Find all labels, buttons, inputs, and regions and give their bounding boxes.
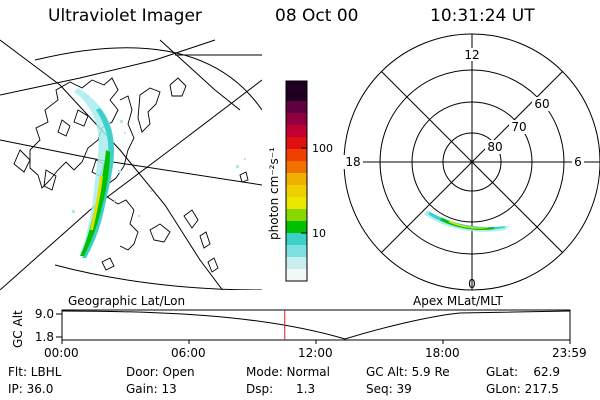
status-flt: Flt: LBHL bbox=[8, 365, 62, 379]
colorbar-segment bbox=[286, 173, 307, 185]
colorbar-segment bbox=[286, 245, 307, 257]
colorbar-segment bbox=[286, 269, 307, 281]
timeline-ytick-1.8: 1.8 bbox=[35, 330, 54, 344]
status-glon: GLon: 217.5 bbox=[486, 382, 559, 396]
lat-label-70: 70 bbox=[511, 120, 526, 134]
status-glat: GLat: 62.9 bbox=[486, 365, 561, 379]
timeline-xtick: 06:00 bbox=[171, 346, 206, 360]
time-label: 10:31:24 UT bbox=[430, 6, 535, 26]
mlt-label-12: 12 bbox=[464, 48, 479, 62]
status-seq: Seq: 39 bbox=[366, 382, 412, 396]
mlt-label-0: 0 bbox=[468, 277, 476, 291]
colorbar-segment bbox=[286, 81, 307, 101]
status-gain: Gain: 13 bbox=[126, 382, 177, 396]
lat-label-60: 60 bbox=[534, 97, 549, 111]
colorbar-segment bbox=[286, 209, 307, 221]
status-dsp: Dsp: 1.3 bbox=[246, 382, 316, 396]
colorbar-tick-10: 10 bbox=[312, 227, 326, 240]
status-door: Door: Open bbox=[126, 365, 195, 379]
colorbar-unit-label: photon cm⁻²s⁻¹ bbox=[267, 147, 281, 240]
aurora-emission-geo bbox=[72, 88, 246, 258]
colorbar-segment bbox=[286, 161, 307, 173]
colorbar-segment bbox=[286, 101, 307, 113]
gc-alt-curve bbox=[61, 310, 571, 340]
colorbar-segment bbox=[286, 257, 307, 269]
polar-plot: 12 18 6 0 60 70 80 bbox=[343, 33, 600, 291]
status-ip: IP: 36.0 bbox=[8, 382, 54, 396]
mlt-label-18: 18 bbox=[345, 155, 360, 169]
timeline-xtick: 00:00 bbox=[44, 346, 79, 360]
timeline-xtick: 18:00 bbox=[425, 346, 460, 360]
date-label: 08 Oct 00 bbox=[275, 6, 359, 26]
timeline-plot: GC Alt 9.0 1.8 bbox=[11, 307, 571, 348]
lat-label-80: 80 bbox=[487, 140, 502, 154]
timeline-axis-label: GC Alt bbox=[11, 310, 25, 348]
colorbar-segment bbox=[286, 185, 307, 197]
colorbar-segment bbox=[286, 149, 307, 161]
colorbar: 100 10 photon cm⁻²s⁻¹ bbox=[267, 80, 333, 282]
aurora-emission-polar bbox=[424, 210, 510, 232]
colorbar-segment bbox=[286, 137, 307, 149]
status-gc-alt: GC Alt: 5.9 Re bbox=[366, 365, 450, 379]
geographic-map bbox=[0, 39, 262, 290]
timeline-xtick: 23:59 bbox=[552, 346, 587, 360]
geographic-caption: Geographic Lat/Lon bbox=[68, 294, 186, 308]
colorbar-segment bbox=[286, 113, 307, 125]
mlt-label-6: 6 bbox=[574, 155, 582, 169]
timeline-ytick-9: 9.0 bbox=[35, 307, 54, 321]
colorbar-segment bbox=[286, 233, 307, 245]
colorbar-segment bbox=[286, 125, 307, 137]
apex-caption: Apex MLat/MLT bbox=[413, 294, 503, 308]
colorbar-segment bbox=[286, 197, 307, 209]
colorbar-segment bbox=[286, 221, 307, 233]
colorbar-tick-100: 100 bbox=[312, 142, 333, 155]
status-mode: Mode: Normal bbox=[246, 365, 330, 379]
timeline-xtick: 12:00 bbox=[298, 346, 333, 360]
instrument-title: Ultraviolet Imager bbox=[48, 6, 202, 26]
